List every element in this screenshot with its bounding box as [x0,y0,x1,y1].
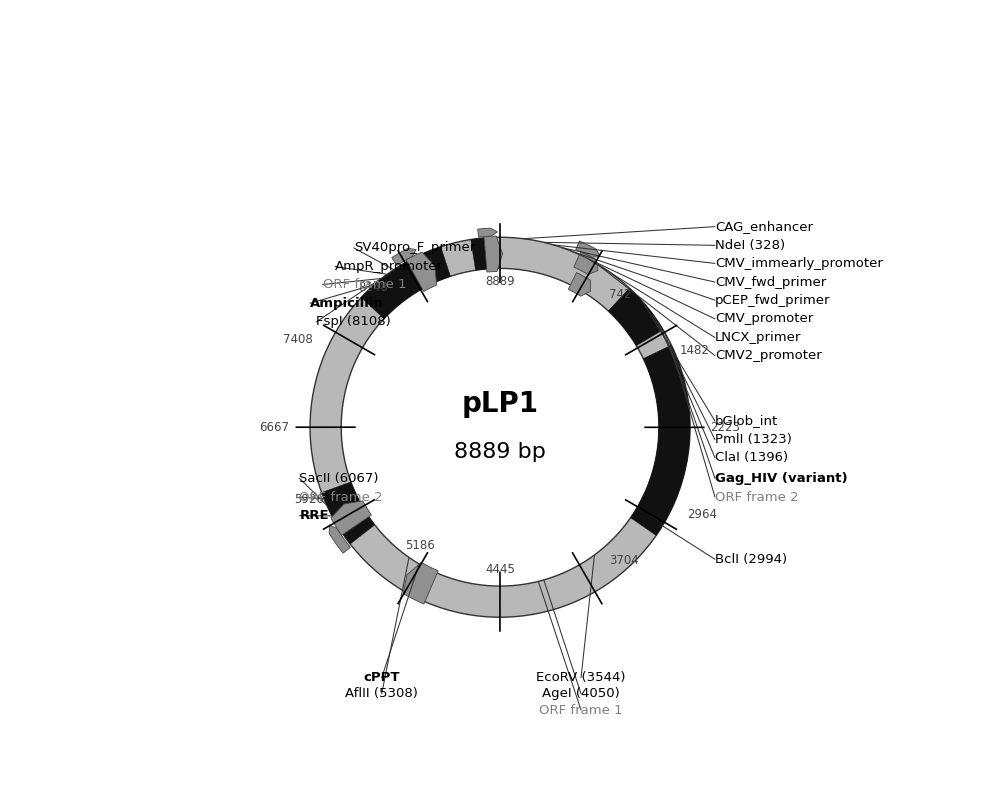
Text: 8889 bp: 8889 bp [454,443,546,462]
Polygon shape [406,252,437,291]
Text: 6667: 6667 [259,421,289,434]
Polygon shape [568,273,590,296]
Wedge shape [322,482,375,544]
Text: 5186: 5186 [405,540,435,553]
Polygon shape [478,228,497,237]
Text: FspI (8108): FspI (8108) [316,316,391,328]
Text: ORF frame 1: ORF frame 1 [323,278,406,291]
Text: 8889: 8889 [485,275,515,288]
Text: AflII (5308): AflII (5308) [345,688,418,701]
Text: CMV_fwd_primer: CMV_fwd_primer [715,276,826,289]
Text: AmpR_promoter: AmpR_promoter [335,260,443,273]
Text: AgeI (4050): AgeI (4050) [542,688,620,701]
Text: pLP1: pLP1 [462,390,539,417]
Text: cPPT: cPPT [363,671,400,684]
Text: EcoRV (3544): EcoRV (3544) [536,671,626,684]
Polygon shape [403,562,438,604]
Text: SacII (6067): SacII (6067) [299,472,379,485]
Text: bGlob_int: bGlob_int [715,414,778,427]
Text: ORF frame 2: ORF frame 2 [299,490,383,503]
Wedge shape [361,247,450,319]
Text: CMV2_promoter: CMV2_promoter [715,349,822,362]
Text: pCEP_fwd_primer: pCEP_fwd_primer [715,294,830,307]
Text: Gag_HIV (variant): Gag_HIV (variant) [715,472,848,485]
Polygon shape [484,236,503,272]
Text: BclI (2994): BclI (2994) [715,553,787,565]
Text: NdeI (328): NdeI (328) [715,239,785,252]
Text: ORF frame 2: ORF frame 2 [715,490,799,503]
Wedge shape [631,345,690,536]
Text: Ampicillin: Ampicillin [310,297,384,310]
Polygon shape [331,501,371,536]
Text: 8148: 8148 [358,281,388,294]
Polygon shape [392,248,416,265]
Text: CMV_promoter: CMV_promoter [715,312,813,325]
Text: PmlI (1323): PmlI (1323) [715,433,792,447]
Text: 5926: 5926 [294,493,324,506]
Polygon shape [329,525,350,553]
Text: 742: 742 [609,288,632,301]
Text: ORF frame 1: ORF frame 1 [539,704,623,717]
Text: 1482: 1482 [680,345,710,358]
Wedge shape [310,237,690,617]
Text: CAG_enhancer: CAG_enhancer [715,220,813,233]
Wedge shape [471,238,488,270]
Text: 2223: 2223 [711,421,740,434]
Text: LNCX_primer: LNCX_primer [715,331,801,344]
Text: 2964: 2964 [687,508,717,521]
Text: RRE: RRE [299,509,329,522]
Text: 7408: 7408 [283,333,313,346]
Wedge shape [608,288,663,345]
Text: 4445: 4445 [485,562,515,576]
Text: 3704: 3704 [609,553,639,567]
Text: CMV_immearly_promoter: CMV_immearly_promoter [715,257,883,270]
Polygon shape [576,241,600,257]
Text: SV40pro_F_primer: SV40pro_F_primer [354,241,475,254]
Text: ClaI (1396): ClaI (1396) [715,451,788,464]
Polygon shape [574,252,598,274]
